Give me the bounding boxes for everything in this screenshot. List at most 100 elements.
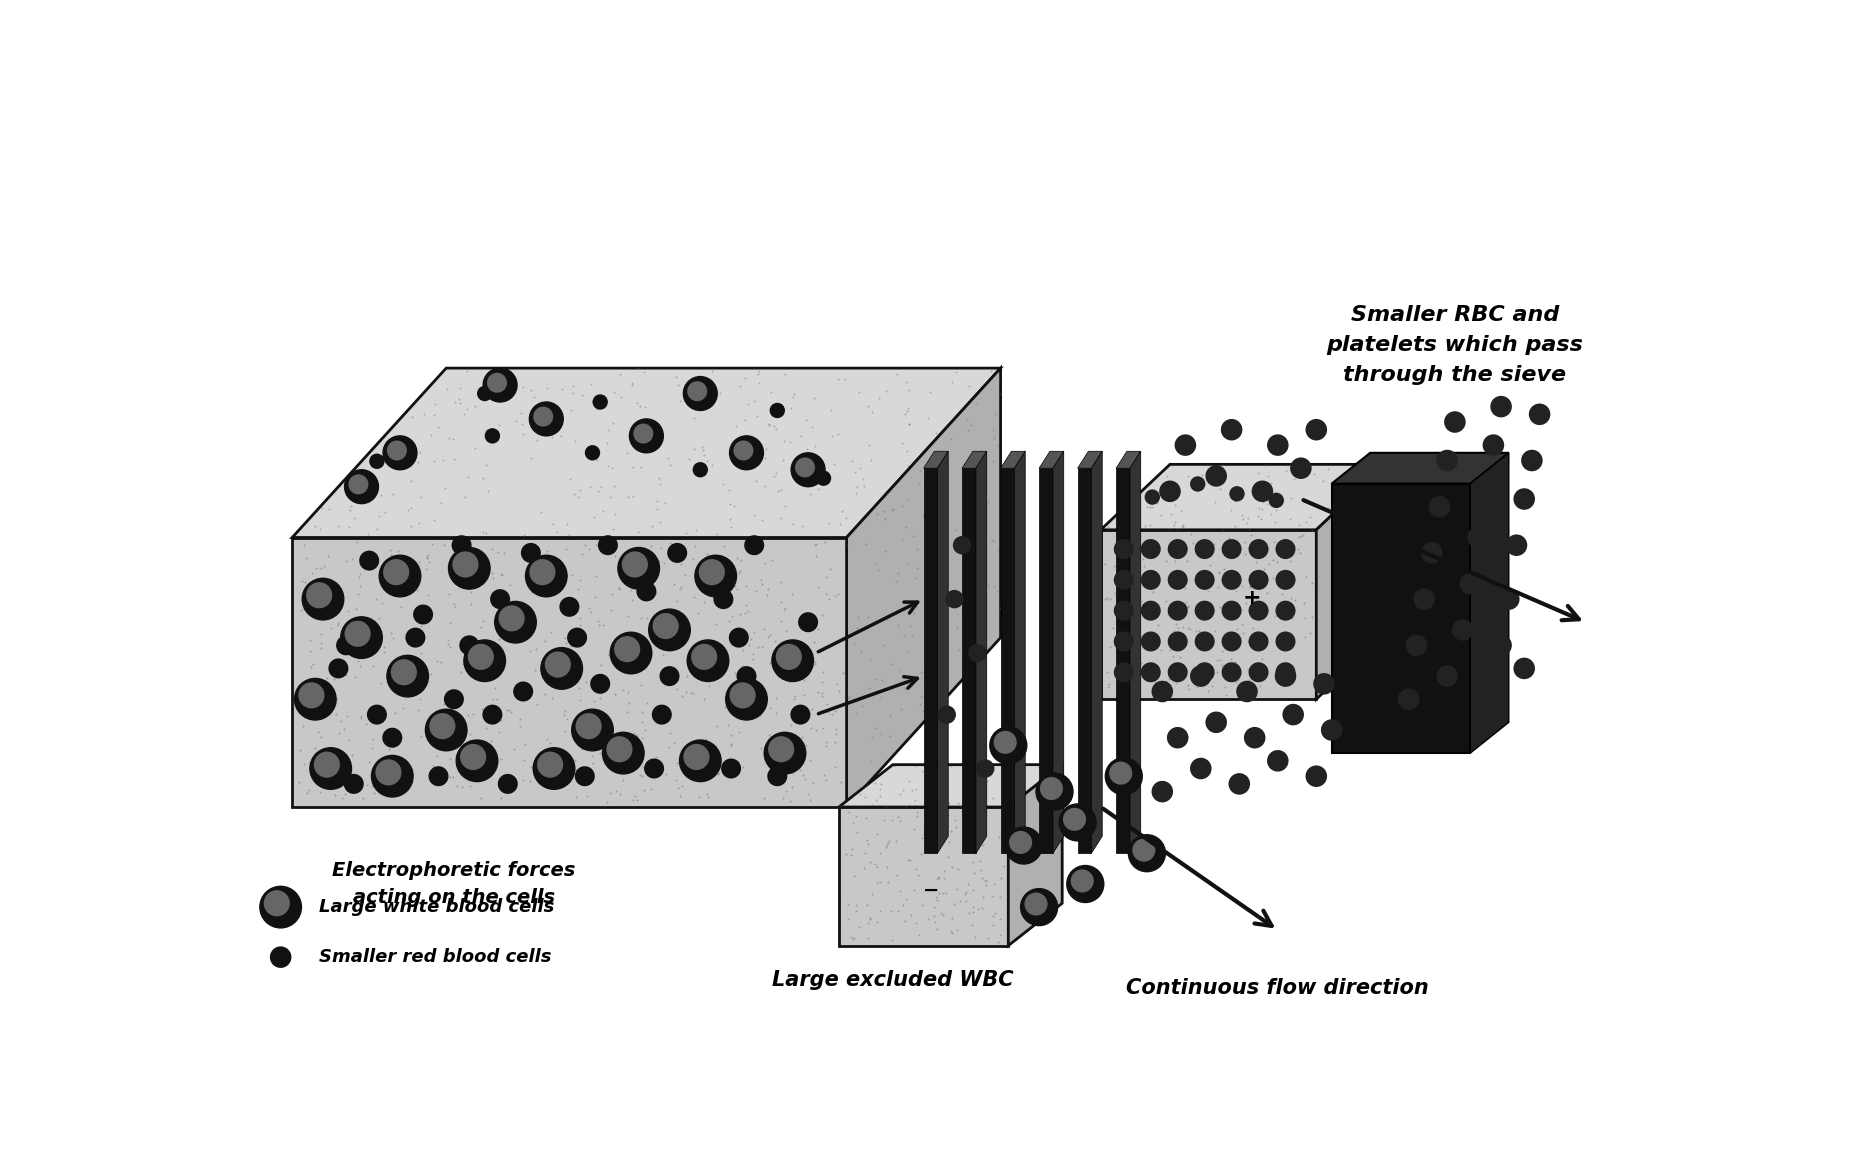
Point	[336, 549, 366, 568]
Point	[970, 871, 1000, 889]
Point	[710, 537, 740, 555]
Point	[697, 456, 727, 475]
Point	[585, 689, 615, 708]
Point	[972, 772, 1002, 791]
Point	[1140, 673, 1170, 692]
Polygon shape	[839, 765, 1062, 807]
Point	[1159, 622, 1189, 640]
Point	[770, 365, 800, 384]
Point	[1277, 488, 1306, 507]
Point	[820, 702, 850, 720]
Point	[972, 768, 1002, 786]
Point	[738, 506, 768, 524]
Point	[789, 671, 819, 689]
Circle shape	[1235, 680, 1258, 702]
Point	[744, 365, 774, 384]
Point	[501, 412, 531, 431]
Point	[288, 572, 318, 591]
Point	[662, 368, 692, 386]
Point	[1200, 622, 1230, 640]
Point	[757, 383, 787, 401]
Point	[1194, 581, 1224, 600]
Point	[1108, 554, 1138, 572]
Bar	[1333, 484, 1471, 753]
Point	[718, 498, 748, 516]
Point	[949, 514, 979, 532]
Point	[1106, 662, 1136, 680]
Circle shape	[1194, 601, 1215, 620]
Point	[549, 748, 579, 766]
Point	[933, 805, 963, 824]
Point	[437, 732, 467, 750]
Point	[555, 470, 585, 488]
Point	[344, 585, 374, 603]
Point	[1189, 629, 1219, 647]
Point	[1247, 656, 1277, 674]
Point	[1157, 663, 1187, 681]
Point	[1174, 676, 1204, 694]
Point	[566, 718, 596, 737]
Point	[1183, 663, 1213, 681]
Circle shape	[1194, 539, 1215, 560]
Point	[946, 796, 976, 815]
Circle shape	[1306, 765, 1327, 787]
Circle shape	[383, 435, 417, 470]
Point	[364, 507, 394, 525]
Point	[520, 388, 549, 407]
Point	[435, 555, 465, 573]
Point	[746, 571, 776, 589]
Point	[1228, 624, 1258, 642]
Point	[1243, 464, 1273, 483]
Point	[406, 488, 435, 507]
Point	[1295, 624, 1325, 642]
Point	[796, 485, 826, 503]
Circle shape	[1475, 680, 1497, 702]
Point	[641, 748, 671, 766]
Circle shape	[1151, 680, 1174, 702]
Point	[865, 780, 895, 799]
Point	[766, 573, 796, 592]
Point	[430, 694, 460, 712]
Point	[1297, 574, 1327, 593]
Point	[1211, 632, 1241, 650]
Point	[963, 900, 992, 918]
Point	[549, 707, 579, 725]
Point	[1211, 608, 1241, 626]
Point	[736, 429, 766, 447]
Point	[540, 763, 570, 781]
Point	[1099, 619, 1129, 638]
Point	[921, 772, 951, 791]
Point	[660, 734, 690, 753]
Point	[1235, 578, 1265, 596]
Point	[858, 796, 888, 815]
Circle shape	[1159, 480, 1181, 502]
Point	[1234, 660, 1263, 678]
Point	[585, 724, 615, 742]
Circle shape	[344, 470, 378, 503]
Point	[419, 510, 449, 529]
Point	[768, 431, 798, 449]
Point	[785, 761, 815, 779]
Point	[630, 398, 660, 416]
Point	[335, 643, 364, 662]
Point	[901, 915, 931, 933]
Point	[320, 670, 350, 688]
Point	[776, 399, 806, 417]
Point	[914, 818, 944, 836]
Point	[1170, 578, 1200, 596]
Point	[772, 782, 802, 801]
Point	[910, 822, 940, 840]
Point	[862, 912, 892, 931]
Point	[942, 618, 972, 637]
Point	[901, 569, 931, 587]
Point	[1153, 519, 1183, 538]
Point	[914, 409, 944, 427]
Point	[852, 831, 882, 849]
Point	[1243, 599, 1273, 617]
Circle shape	[733, 440, 753, 461]
Point	[1161, 615, 1191, 633]
Point	[716, 735, 746, 754]
Point	[768, 762, 798, 780]
Point	[905, 462, 934, 480]
Circle shape	[1151, 781, 1174, 802]
